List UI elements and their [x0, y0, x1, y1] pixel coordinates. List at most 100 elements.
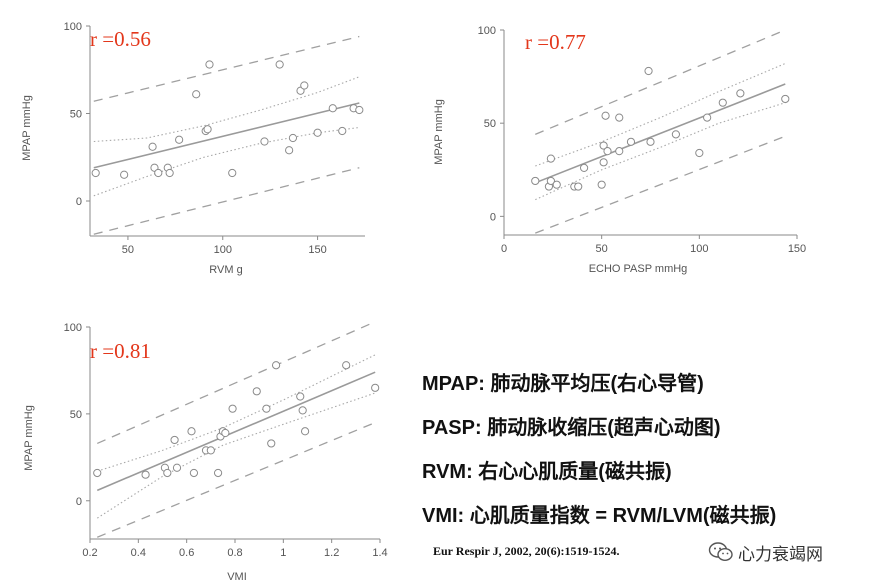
data-point: [736, 89, 745, 98]
x-tick-label: 100: [690, 243, 708, 255]
prediction-interval-lower: [535, 135, 786, 234]
scatter-rvm-svg: 50 100 150 0 50 100 RVM g MPAP mmHg r =0.56: [21, 21, 365, 276]
x-tick-label: 0.8: [227, 547, 242, 559]
data-point: [718, 98, 727, 107]
watermark: 心力衰竭网: [708, 538, 823, 566]
y-tick-label: 100: [478, 25, 496, 37]
x-tick-label: 1.4: [372, 547, 387, 559]
data-point: [189, 468, 199, 478]
data-point: [163, 468, 172, 478]
y-tick-label: 50: [70, 409, 82, 421]
data-point: [203, 125, 212, 134]
data-point: [342, 361, 351, 370]
watermark-text: 心力衰竭网: [738, 544, 823, 565]
y-tick-label: 100: [64, 21, 82, 33]
data-point: [187, 427, 196, 436]
data-point: [338, 126, 347, 136]
data-point: [148, 142, 157, 151]
regression-line: [93, 102, 360, 169]
correlation-label: r =0.56: [90, 27, 151, 51]
data-point: [296, 392, 305, 401]
y-axis-title: MPAP mmHg: [21, 95, 33, 161]
regression-line: [534, 83, 786, 184]
data-point: [546, 154, 555, 163]
y-tick-label: 0: [76, 196, 82, 208]
data-point: [228, 168, 237, 178]
data-point: [93, 468, 102, 478]
data-point: [552, 180, 561, 189]
data-point: [546, 176, 555, 186]
scatter-pasp-vs-mpap: 0 50 100 150 0 50 100 ECHO PASP mmHg MPAP mmHg r …: [420, 0, 850, 290]
data-point: [597, 180, 606, 189]
x-tick-label: 0.4: [131, 547, 146, 559]
data-point: [228, 404, 237, 413]
regression-line: [96, 371, 376, 492]
data-point: [615, 113, 624, 122]
abbreviation-legend: MPAP: 肺动脉平均压(右心导管) PASP: 肺动脉收缩压(超声心动图) R…: [422, 362, 882, 538]
data-point: [601, 111, 610, 120]
legend-rvm: RVM: 右心心肌质量(磁共振): [422, 461, 672, 483]
x-tick-label: 0.6: [179, 547, 194, 559]
scatter-vmi-svg: 0.2 0.4 0.6 0.8 1 1.2 1.4 0 50 100 VMI MPAP mmHg r =…: [23, 321, 388, 583]
x-axis-title: RVM g: [209, 264, 242, 276]
x-tick-label: 150: [308, 244, 326, 256]
prediction-interval-upper: [96, 321, 376, 445]
legend-vmi: VMI: 心肌质量指数 = RVM/LVM(磁共振): [422, 505, 777, 527]
y-tick-label: 0: [490, 211, 496, 223]
x-tick-label: 0.2: [82, 547, 97, 559]
scatter-rvm-vs-mpap: 50 100 150 0 50 100 RVM g MPAP mmHg r =0.56: [0, 0, 380, 290]
data-point: [298, 406, 307, 415]
y-tick-label: 0: [76, 496, 82, 508]
data-point: [579, 163, 589, 173]
data-point: [703, 113, 712, 122]
correlation-label: r =0.77: [525, 30, 586, 54]
data-point: [170, 435, 179, 445]
x-tick-label: 100: [214, 244, 232, 256]
data-point: [120, 170, 129, 179]
y-axis-title: MPAP mmHg: [23, 405, 35, 471]
data-point: [615, 147, 624, 156]
data-point: [313, 128, 322, 137]
data-point: [262, 404, 271, 413]
data-point: [252, 387, 261, 396]
confidence-band-lower: [97, 392, 376, 519]
citation: Eur Respir J, 2002, 20(6):1519-1524.: [433, 544, 620, 558]
data-point: [175, 135, 184, 144]
x-tick-label: 50: [596, 243, 608, 255]
data-point: [599, 158, 608, 167]
data-point: [267, 439, 276, 448]
data-point: [141, 470, 150, 479]
data-point: [300, 427, 310, 436]
scatter-vmi-vs-mpap: 0.2 0.4 0.6 0.8 1 1.2 1.4 0 50 100 VMI MPAP mmHg r =…: [0, 310, 400, 588]
x-tick-label: 0: [501, 243, 507, 255]
y-tick-label: 50: [484, 118, 496, 130]
data-point: [271, 361, 281, 370]
data-point: [205, 60, 214, 69]
legend-mpap: MPAP: 肺动脉平均压(右心导管): [422, 373, 704, 395]
correlation-label: r =0.81: [90, 339, 151, 363]
data-point: [300, 81, 309, 90]
confidence-band-upper: [97, 354, 376, 472]
confidence-band-lower: [535, 102, 786, 201]
data-point: [172, 463, 182, 472]
data-point: [644, 66, 653, 76]
prediction-interval-lower: [97, 421, 376, 538]
data-point: [531, 176, 540, 186]
x-tick-label: 50: [122, 244, 134, 256]
data-point: [781, 94, 790, 104]
prediction-interval-upper: [93, 35, 360, 102]
data-point: [355, 105, 364, 115]
data-point: [275, 60, 284, 69]
x-axis-title: VMI: [227, 571, 247, 583]
data-point: [671, 130, 680, 139]
data-point: [221, 428, 230, 438]
data-point: [371, 383, 380, 392]
y-tick-label: 100: [64, 322, 82, 334]
data-point: [599, 141, 608, 150]
x-tick-label: 1: [280, 547, 286, 559]
confidence-band-lower: [93, 126, 360, 197]
data-point: [91, 168, 100, 178]
x-tick-label: 150: [788, 243, 806, 255]
prediction-interval-upper: [535, 29, 786, 135]
